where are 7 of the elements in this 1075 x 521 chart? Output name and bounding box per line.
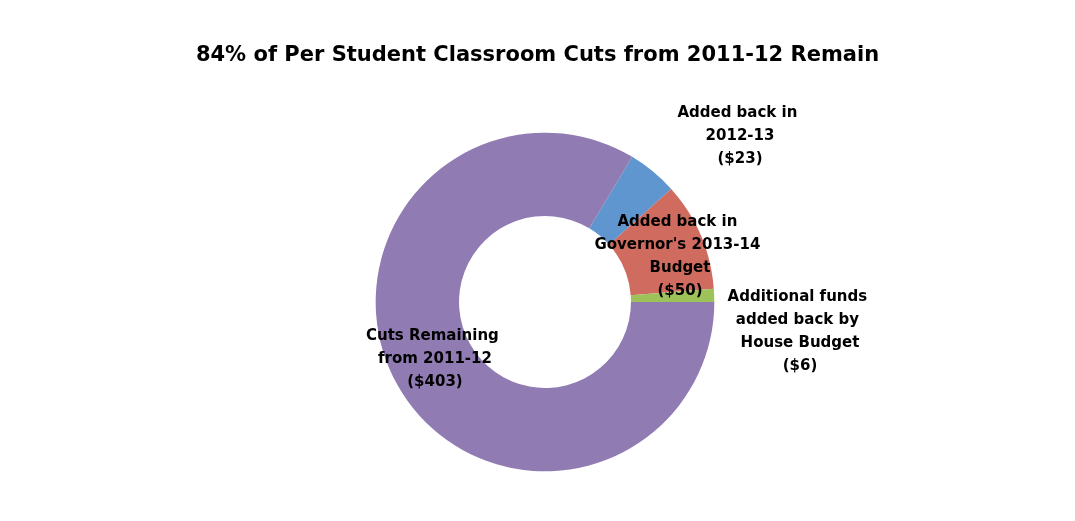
- slice-label: Added back in 2012-13: [677, 103, 803, 144]
- data-label: ($23): [717, 149, 763, 167]
- data-label: ($6): [782, 355, 818, 374]
- data-label: ($50): [657, 280, 703, 299]
- data-label: ($403): [407, 372, 463, 390]
- chart-title: 84% of Per Student Classroom Cuts from 2011-12 Remain: [195, 41, 880, 66]
- slice-label: Additional funds added back by House Budget: [727, 286, 873, 351]
